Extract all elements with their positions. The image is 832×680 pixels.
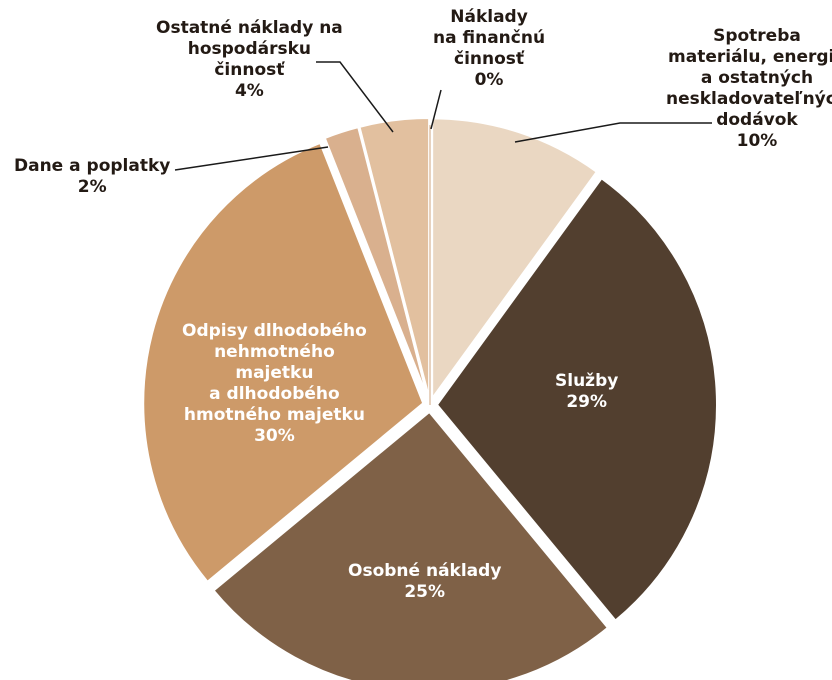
slice-label: Služby 29% <box>555 371 618 413</box>
slice-label-line: majetku <box>235 363 314 383</box>
slice-label: Dane a poplatky 2% <box>14 156 170 198</box>
slice-label-line: činnosť <box>214 60 285 80</box>
slice-label-line: materiálu, energie <box>668 47 832 67</box>
pie-slice <box>358 117 431 400</box>
slice-value-label: 29% <box>566 392 608 412</box>
pie-slice <box>323 126 429 400</box>
slice-value-label: 0% <box>474 70 504 90</box>
slice-value-label: 25% <box>404 582 446 602</box>
slice-label-line: Osobné náklady <box>348 561 502 581</box>
slice-value-label: 30% <box>254 426 295 446</box>
slice-label-line: na finančnú <box>433 28 546 48</box>
slice-label: Spotreba materiálu, energie a ostatných nes… <box>666 26 832 152</box>
slice-label-line: Dane a poplatky <box>14 156 171 176</box>
slice-label-line: hmotného majetku <box>183 405 365 425</box>
slice-label-line: nehmotného <box>214 342 335 362</box>
slice-label-line: činnosť <box>454 49 525 69</box>
leader-lines <box>174 61 712 171</box>
leader-line <box>174 146 329 171</box>
leader-line <box>514 122 712 143</box>
leader-line <box>316 61 394 133</box>
slice-value-label: 4% <box>234 81 264 101</box>
pie-slices <box>142 117 718 680</box>
slice-label: Náklady na finančnú činnosť 0% <box>433 7 545 91</box>
slice-label-line: hospodársku <box>187 39 312 59</box>
slice-label-line: dodávok <box>716 110 798 130</box>
slice-label-line: Služby <box>555 371 619 391</box>
slice-label: Osobné náklady 25% <box>348 561 501 603</box>
slice-label-line: Náklady <box>450 7 528 27</box>
leader-line <box>430 89 442 130</box>
slice-value-label: 2% <box>77 177 107 197</box>
slice-label-line: Odpisy dlhodobého <box>182 321 367 341</box>
slice-label-line: a ostatných <box>700 68 814 88</box>
slice-label-line: neskladovateľných <box>666 89 832 109</box>
pie-slice <box>212 410 609 680</box>
pie-slice <box>142 141 425 583</box>
slice-label-line: Spotreba <box>713 26 801 46</box>
slice-label: Ostatné náklady na hospodársku činnosť 4% <box>156 18 343 102</box>
pie-slice <box>436 177 718 622</box>
slice-label-line: a dlhodobého <box>209 384 340 404</box>
slice-label: Odpisy dlhodobého nehmotného majetku a dlho… <box>182 321 367 447</box>
slice-label-line: Ostatné náklady na <box>156 18 343 38</box>
slice-value-label: 10% <box>736 131 778 151</box>
pie-slice <box>431 117 598 400</box>
